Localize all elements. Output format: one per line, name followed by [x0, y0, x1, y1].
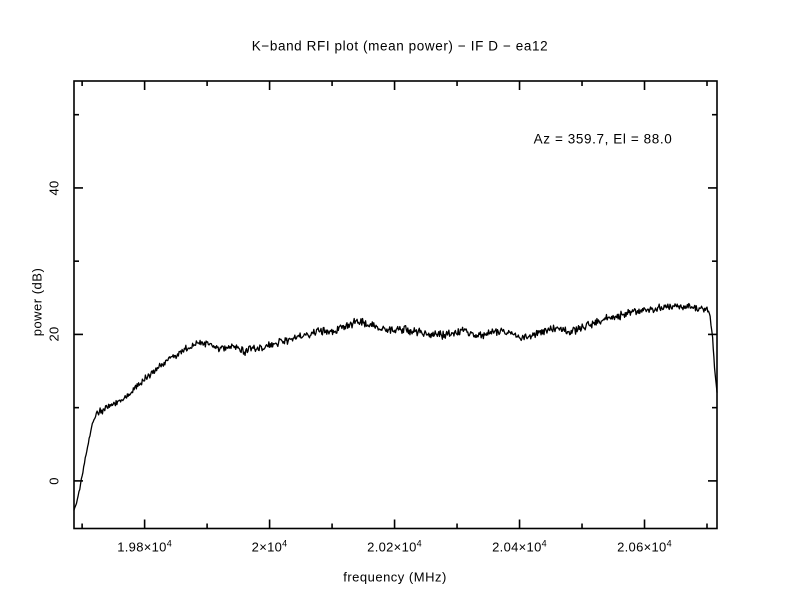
x-axis-label: frequency (MHz): [343, 569, 447, 585]
exponent: 4: [666, 538, 672, 549]
exponent: 4: [166, 538, 172, 549]
y-axis-label: power (dB): [29, 267, 45, 337]
y-tick-label: 40: [46, 180, 62, 196]
exponent: 4: [541, 538, 547, 549]
frame-rect: [73, 80, 718, 530]
plot-frame: [73, 80, 718, 530]
x-tick-label: 2×104: [251, 538, 288, 555]
x-tick-label: 2.04×104: [492, 538, 547, 555]
x-tick-label: 1.98×104: [117, 538, 172, 555]
y-tick-label: 0: [46, 477, 62, 485]
exponent: 4: [282, 538, 288, 549]
chart-title: K−band RFI plot (mean power) − IF D − ea…: [251, 38, 549, 54]
exponent: 4: [416, 538, 422, 549]
x-tick-label: 2.06×104: [617, 538, 672, 555]
power-trace: [73, 302, 718, 511]
pointing-annotation: Az = 359.7, El = 88.0: [533, 131, 673, 147]
x-tick-label: 2.02×104: [367, 538, 422, 555]
y-tick-label: 20: [46, 326, 62, 342]
axis-ticks: [74, 81, 717, 529]
